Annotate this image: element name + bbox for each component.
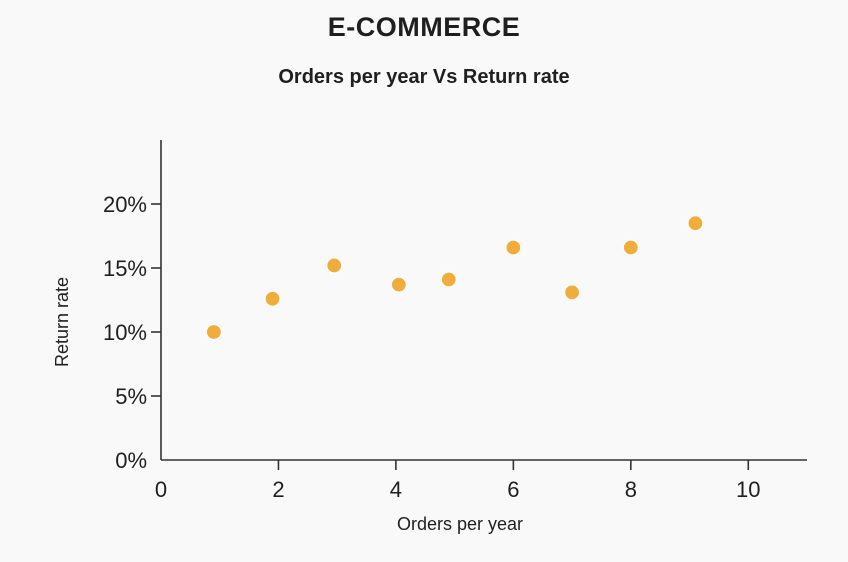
data-point xyxy=(440,271,457,288)
x-tick-label: 6 xyxy=(507,477,519,502)
chart-title: E-COMMERCE xyxy=(327,12,521,42)
data-point xyxy=(205,323,222,341)
x-tick-label: 4 xyxy=(390,477,402,502)
x-tick-label: 2 xyxy=(272,477,284,502)
data-points xyxy=(205,215,704,341)
data-point xyxy=(326,257,343,274)
x-axis-label: Orders per year xyxy=(397,514,523,534)
data-point xyxy=(687,215,704,232)
y-tick-label: 20% xyxy=(103,192,147,217)
y-tick-label: 5% xyxy=(115,384,147,409)
data-point xyxy=(264,290,281,307)
data-point xyxy=(505,239,522,256)
x-tick-label: 0 xyxy=(155,477,167,502)
y-tick-label: 0% xyxy=(115,448,147,473)
y-tick-label: 15% xyxy=(103,256,147,281)
data-point xyxy=(390,276,407,293)
data-point xyxy=(622,239,639,256)
axes xyxy=(160,140,807,461)
ticks: 0 2 4 6 8 10 0% 5% 10% 15% 20% xyxy=(103,192,761,502)
data-point xyxy=(563,284,581,301)
y-tick-label: 10% xyxy=(103,320,147,345)
chart-subtitle: Orders per year Vs Return rate xyxy=(278,66,570,88)
x-tick-label: 10 xyxy=(736,477,760,502)
y-axis-label: Return rate xyxy=(52,277,72,367)
x-tick-label: 8 xyxy=(625,477,637,502)
